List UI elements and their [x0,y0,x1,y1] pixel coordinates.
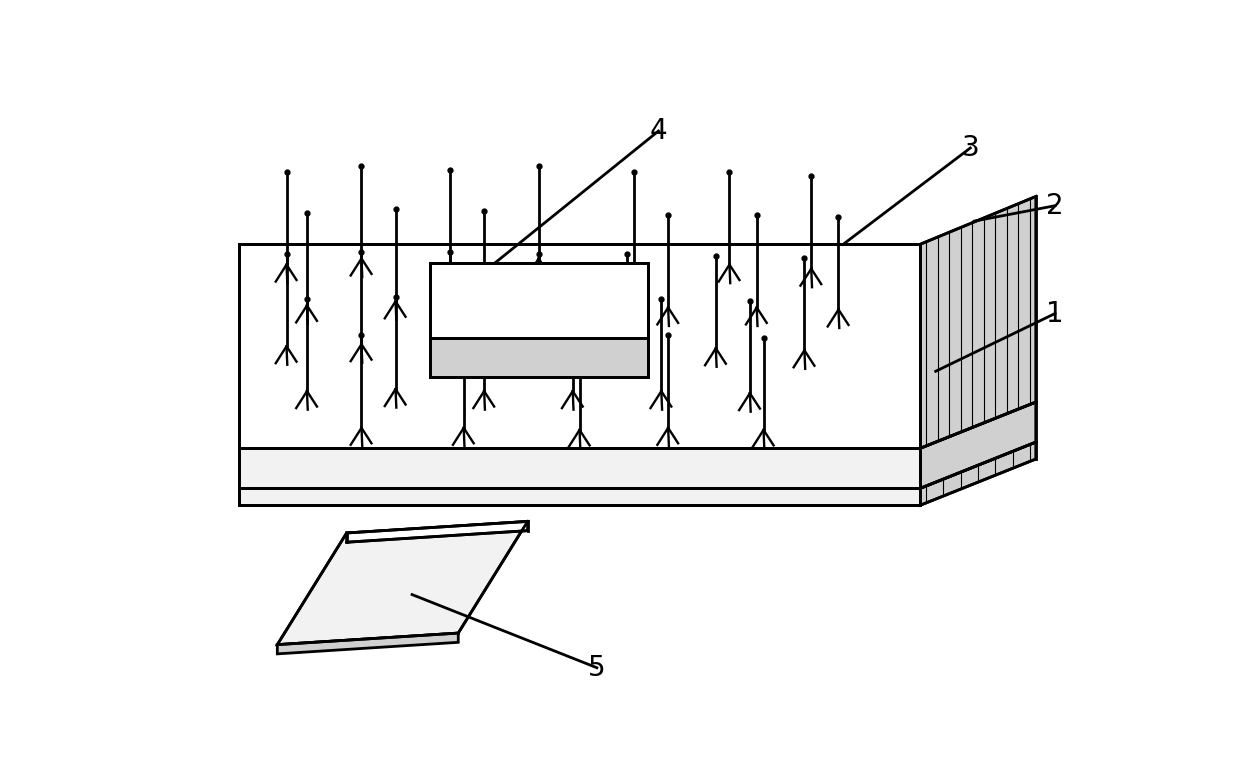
Polygon shape [239,488,921,505]
Text: 2: 2 [1046,192,1064,220]
Polygon shape [239,245,921,448]
Polygon shape [430,263,648,339]
Polygon shape [278,521,528,644]
Polygon shape [239,448,921,488]
Polygon shape [921,402,1036,488]
Polygon shape [921,197,1036,448]
Text: 1: 1 [1046,299,1064,328]
Polygon shape [921,442,1036,505]
Text: 4: 4 [649,117,668,145]
Text: 3: 3 [961,134,979,162]
Polygon shape [347,521,528,543]
Polygon shape [430,339,648,377]
Text: 5: 5 [589,654,606,682]
Polygon shape [430,263,648,301]
Polygon shape [278,633,458,654]
